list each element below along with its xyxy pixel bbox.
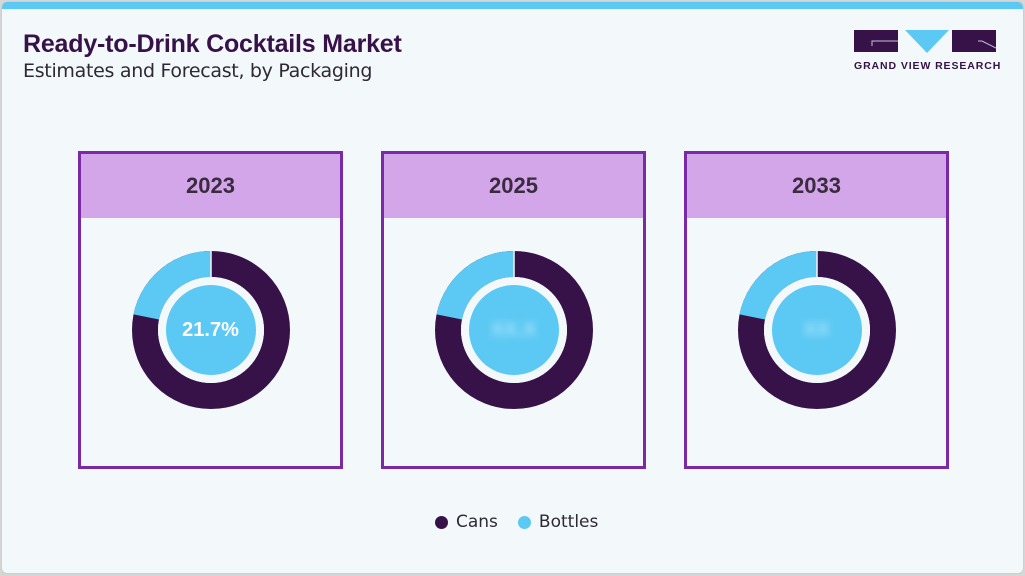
logo-text: GRAND VIEW RESEARCH xyxy=(854,60,1002,72)
bottles-swatch-icon xyxy=(517,515,531,529)
legend-label: Bottles xyxy=(538,512,599,532)
chart-title: Ready-to-Drink Cocktails Market xyxy=(23,30,402,58)
accent-bar xyxy=(2,2,1023,9)
grand-view-research-logo: GRAND VIEW RESEARCH xyxy=(854,29,1002,74)
legend-label: Cans xyxy=(456,512,498,532)
chart-subtitle: Estimates and Forecast, by Packaging xyxy=(23,60,373,82)
cans-swatch-icon xyxy=(435,515,448,529)
logo-g-icon xyxy=(854,30,898,52)
donut-card-2023: 2023 21.7% xyxy=(78,151,343,469)
card-year-header: 2025 xyxy=(384,154,643,218)
donut-card-2025: 2025 XX.X xyxy=(381,151,646,469)
logo-v-icon xyxy=(905,30,949,53)
donut-chart: XX xyxy=(736,249,898,411)
donut-chart: XX.X xyxy=(433,249,595,411)
logo-marks-icon xyxy=(854,29,999,53)
donut-ring xyxy=(737,251,896,409)
donut-chart: 21.7% xyxy=(130,249,292,411)
donut-card-2033: 2033 XX xyxy=(684,151,949,469)
chart-legend: Cans Bottles xyxy=(435,512,598,532)
donut-center-value: 21.7% xyxy=(182,318,239,341)
legend-item-bottles: Bottles xyxy=(517,512,599,532)
legend-item-cans: Cans xyxy=(435,512,498,532)
donut-ring xyxy=(131,251,290,409)
card-year-header: 2023 xyxy=(81,154,340,218)
donut-center-value-hidden: XX xyxy=(803,318,830,341)
donut-center-value-hidden: XX.X xyxy=(490,318,537,341)
donut-ring xyxy=(434,251,593,409)
card-year-header: 2033 xyxy=(687,154,946,218)
logo-r-icon xyxy=(952,30,997,52)
